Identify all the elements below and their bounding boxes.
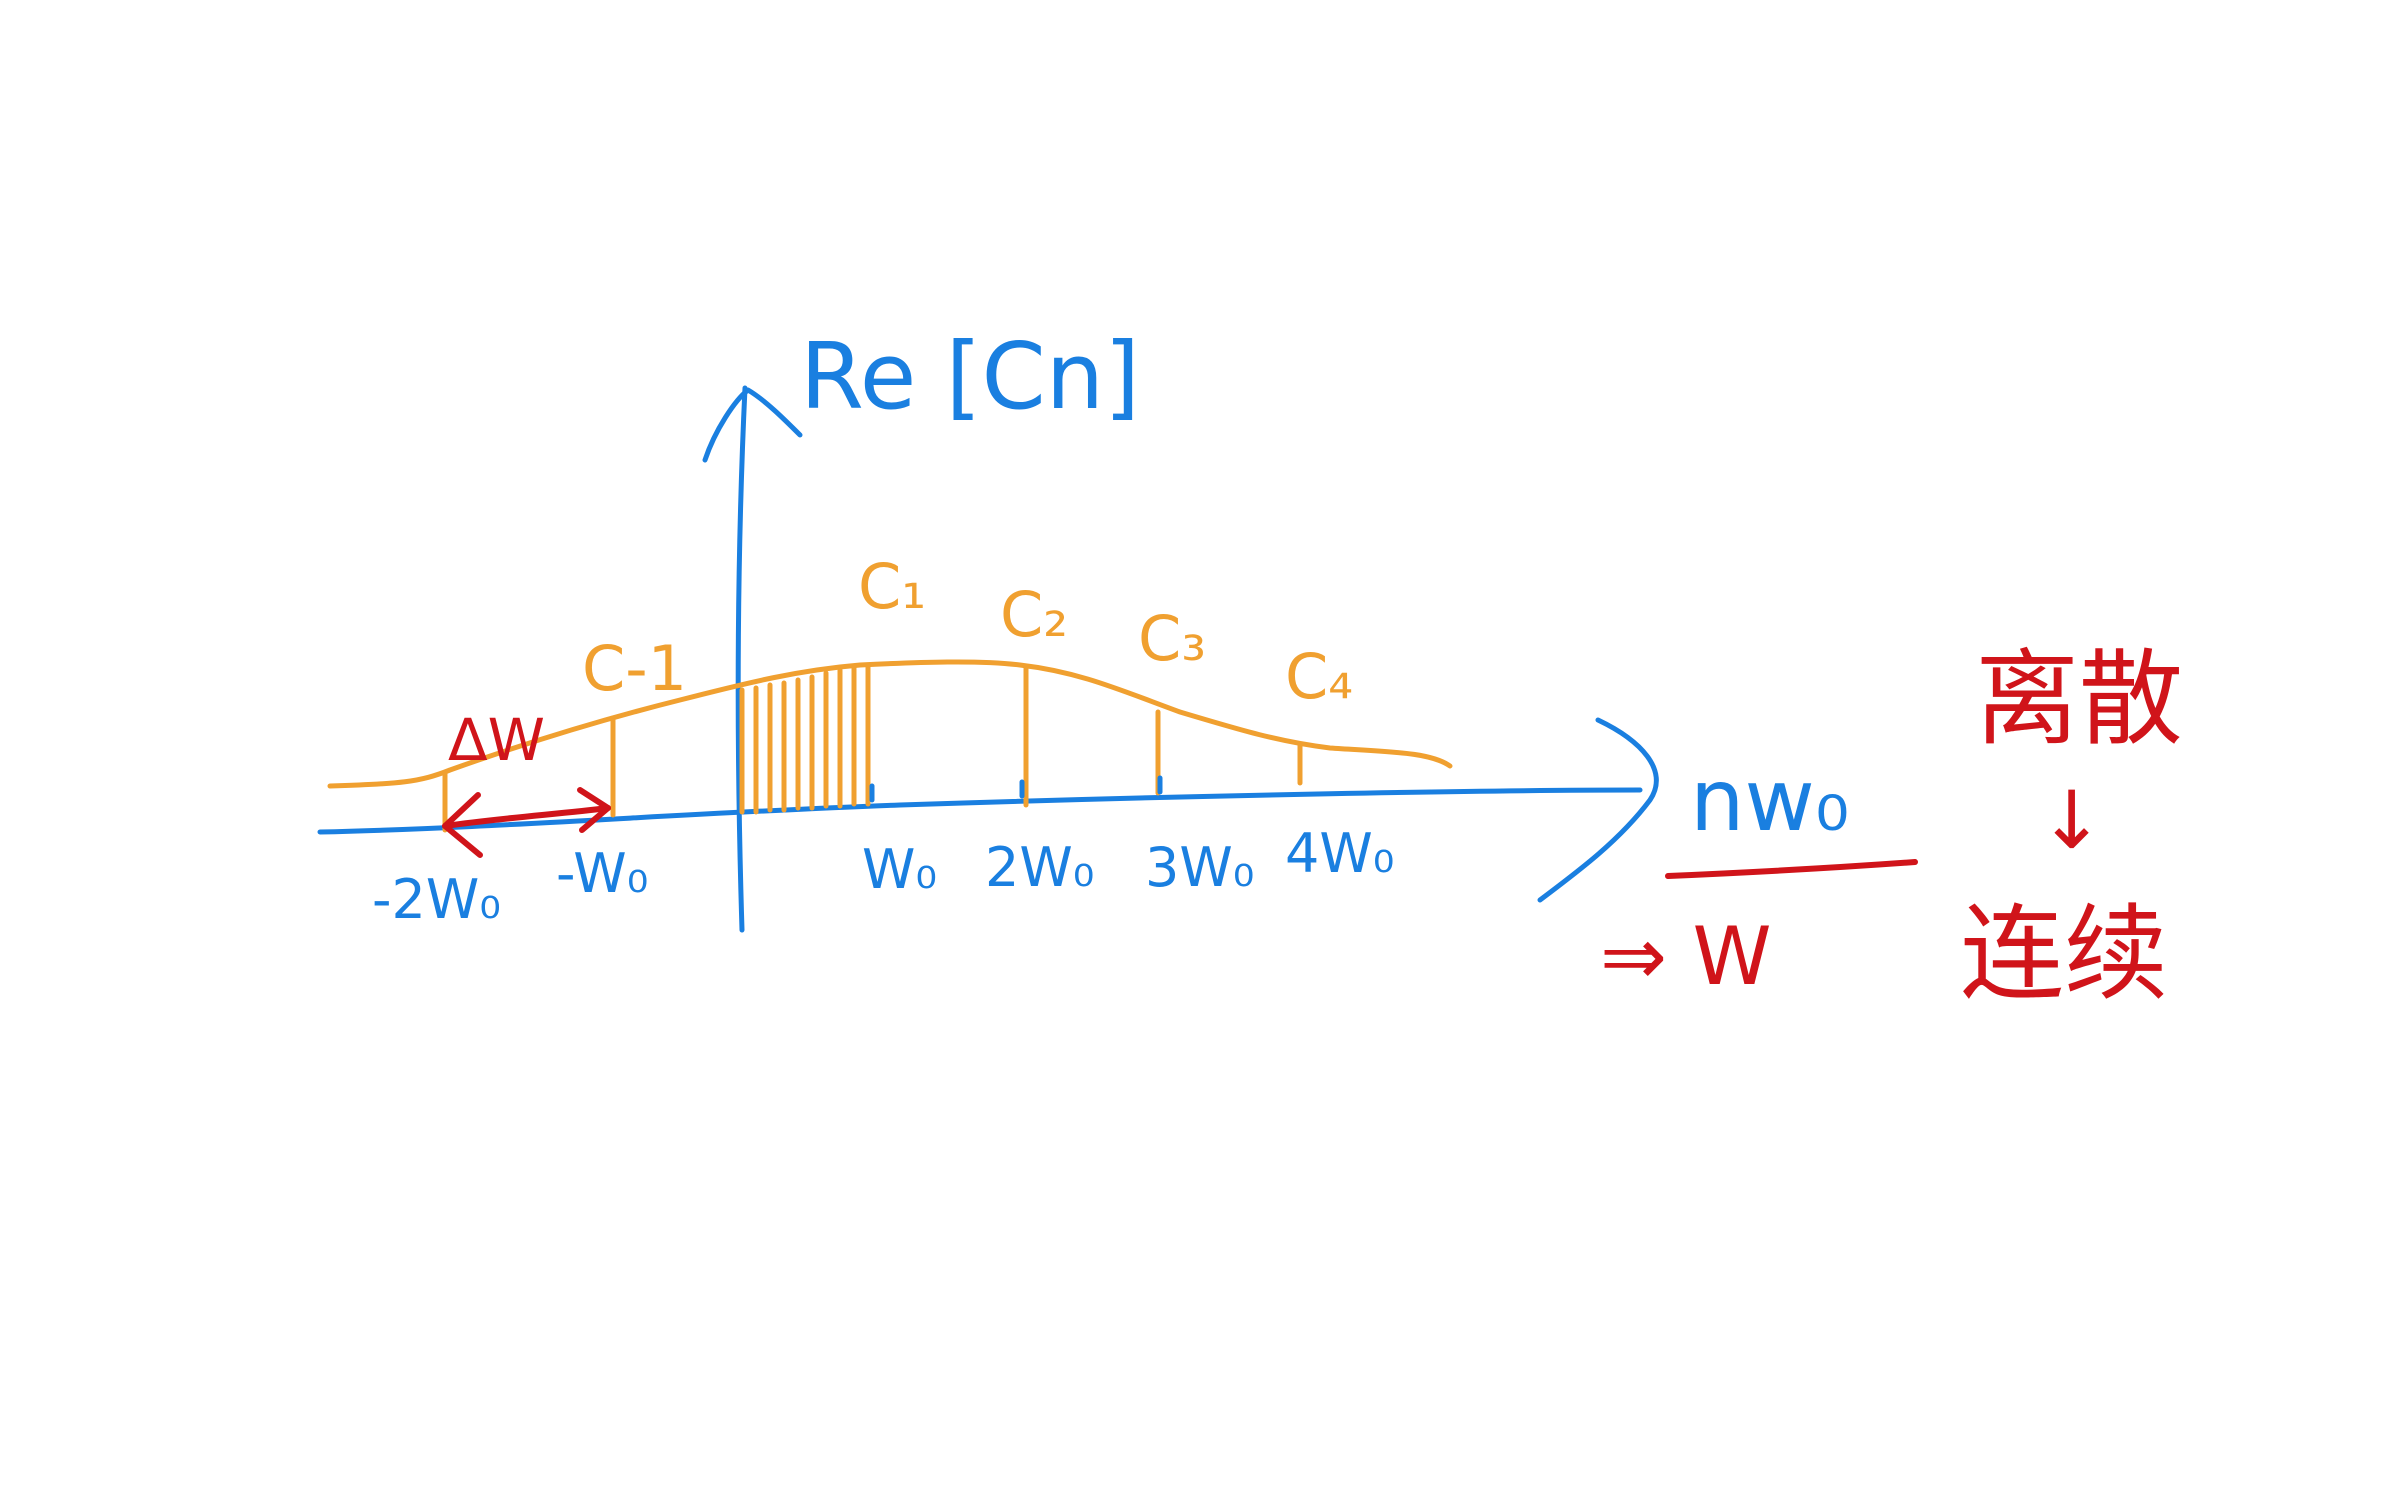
delta-w-arrow-right-head bbox=[577, 787, 611, 833]
tick-label-2w0: 2W₀ bbox=[985, 836, 1094, 899]
tick-label-3w0: 3W₀ bbox=[1145, 836, 1254, 899]
note-discrete: 离散 bbox=[1975, 638, 2183, 760]
delta-w-label: ΔW bbox=[448, 706, 545, 774]
label-c3: C₃ bbox=[1138, 602, 1206, 675]
delta-w-arrow-left-head bbox=[442, 792, 483, 858]
horizontal-axis-arrowhead bbox=[1537, 717, 1659, 903]
limit-label: ⇒ W bbox=[1600, 910, 1772, 1003]
label-c4: C₄ bbox=[1285, 640, 1353, 713]
tick-label-w0: W₀ bbox=[862, 838, 937, 901]
note-continuous: 连续 bbox=[1960, 893, 2168, 1015]
label-c-minus1: C-1 bbox=[582, 632, 687, 705]
label-c1: C₁ bbox=[858, 550, 926, 623]
note-arrow: ↓ bbox=[2038, 774, 2105, 867]
vertical-axis bbox=[735, 385, 748, 933]
tick-label-neg1w0: -W₀ bbox=[556, 842, 648, 905]
limit-underline bbox=[1665, 859, 1918, 879]
y-axis-label: Re [Cn] bbox=[800, 323, 1140, 430]
label-c2: C₂ bbox=[1000, 578, 1068, 651]
delta-w-arrow bbox=[442, 805, 611, 829]
tick-label-neg2w0: -2W₀ bbox=[372, 868, 501, 931]
x-axis-label: nw₀ bbox=[1690, 751, 1849, 851]
horizontal-axis bbox=[317, 787, 1643, 835]
vertical-axis-arrowhead bbox=[702, 387, 803, 463]
tick-label-4w0: 4W₀ bbox=[1285, 822, 1394, 885]
